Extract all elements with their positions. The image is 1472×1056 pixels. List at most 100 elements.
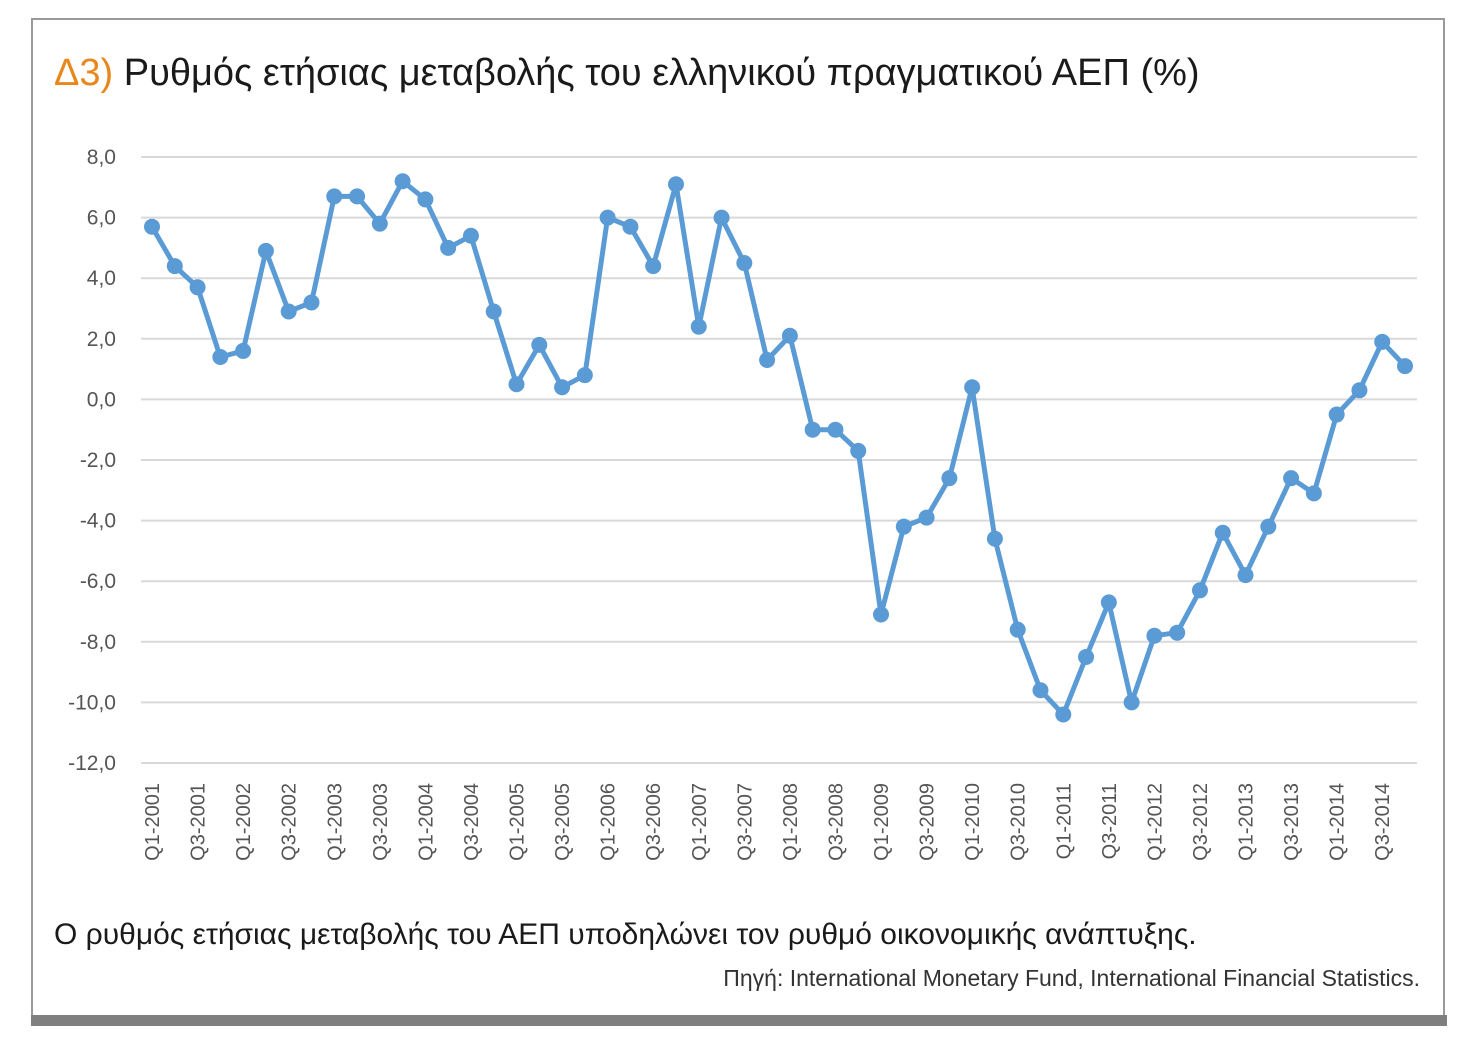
x-tick-label: Q1-2006 (598, 783, 620, 861)
data-point (212, 348, 229, 365)
x-tick-label: Q1-2012 (1144, 783, 1166, 861)
x-tick-label: Q3-2004 (461, 783, 483, 861)
y-tick-label: 4,0 (87, 267, 116, 290)
data-point (941, 470, 958, 487)
data-point (759, 352, 776, 369)
data-point (1191, 582, 1208, 599)
x-tick-label: Q3-2007 (734, 783, 756, 861)
chart-title: Δ3) Ρυθμός ετήσιας μεταβολής του ελληνικ… (54, 52, 1200, 95)
y-axis-ticks: 8,0 6,0 4,0 2,0 0,0 -2,0 -4,0 -6,0 -8,0 -10,0 -12,… (68, 146, 116, 775)
data-point (622, 218, 639, 235)
data-point (1214, 524, 1231, 541)
series-line (149, 178, 1407, 717)
y-tick-label: 2,0 (87, 328, 116, 351)
data-point (667, 176, 684, 193)
x-tick-label: Q1-2001 (142, 783, 164, 861)
x-tick-label: Q1-2010 (962, 783, 984, 861)
x-tick-label: Q1-2004 (415, 783, 437, 861)
data-point (462, 227, 479, 244)
data-point (235, 342, 252, 359)
y-tick-label: 6,0 (87, 207, 116, 230)
data-point (349, 188, 366, 205)
y-tick-label: 8,0 (87, 146, 116, 169)
x-tick-label: Q3-2003 (370, 783, 392, 861)
data-point (1260, 518, 1277, 535)
data-point (531, 336, 548, 353)
data-point (690, 318, 707, 335)
chart-caption: Ο ρυθμός ετήσιας μεταβολής του ΑΕΠ υποδη… (54, 918, 1197, 951)
x-tick-label: Q3-2001 (188, 783, 210, 861)
x-tick-label: Q3-2011 (1099, 783, 1121, 859)
data-point (895, 518, 912, 535)
bottom-bar (31, 1015, 1447, 1026)
data-point (485, 303, 502, 320)
x-tick-label: Q3-2006 (643, 783, 665, 861)
data-point (554, 379, 571, 396)
x-tick-label: Q3-2012 (1190, 783, 1212, 861)
data-point (599, 209, 616, 226)
data-point (850, 442, 867, 459)
data-point (394, 173, 411, 190)
chart-frame (31, 18, 1445, 1015)
data-point (166, 258, 183, 275)
data-points (144, 173, 1413, 723)
data-point (645, 258, 662, 275)
x-tick-label: Q3-2009 (917, 783, 939, 861)
data-point (508, 376, 525, 393)
x-tick-label: Q1-2007 (689, 783, 711, 861)
data-point (1351, 382, 1368, 399)
x-tick-label: Q3-2002 (279, 783, 301, 861)
x-tick-label: Q1-2014 (1327, 783, 1349, 861)
y-tick-label: -6,0 (80, 570, 116, 593)
data-point (1009, 621, 1026, 638)
data-point (1055, 706, 1072, 723)
data-point (986, 530, 1003, 547)
data-point (1283, 470, 1300, 487)
x-tick-label: Q1-2011 (1053, 783, 1075, 859)
x-tick-label: Q3-2013 (1281, 783, 1303, 861)
x-tick-label: Q1-2013 (1236, 783, 1258, 861)
data-point (804, 421, 821, 438)
y-tick-label: -4,0 (80, 510, 116, 533)
x-tick-label: Q1-2009 (871, 783, 893, 861)
title-text: Ρυθμός ετήσιας μεταβολής του ελληνικού π… (123, 52, 1200, 94)
data-point (417, 191, 434, 208)
data-point (873, 606, 890, 623)
data-point (1123, 694, 1140, 711)
source-note: Πηγή: International Monetary Fund, Inter… (723, 965, 1420, 991)
data-point (1078, 648, 1095, 665)
data-point (781, 327, 798, 344)
x-tick-label: Q1-2003 (324, 783, 346, 861)
data-point (1032, 682, 1049, 699)
data-point (440, 239, 457, 256)
data-point (1100, 594, 1117, 611)
data-point (144, 218, 160, 235)
x-tick-label: Q1-2002 (233, 783, 255, 861)
data-point (1305, 485, 1322, 502)
x-tick-label: Q3-2005 (552, 783, 574, 861)
x-axis-ticks: Q1-2001 Q3-2001 Q1-2002 Q3-2002 Q1-2003 Q3-20… (142, 783, 1394, 861)
data-point (1237, 567, 1254, 584)
y-tick-label: 0,0 (87, 388, 116, 411)
series-polyline (149, 178, 1407, 717)
data-point (189, 279, 206, 296)
data-point (371, 215, 388, 232)
data-point (827, 421, 844, 438)
data-point (280, 303, 297, 320)
data-point (1328, 406, 1345, 423)
data-point (964, 379, 981, 396)
figure-label: Δ3) (54, 52, 114, 94)
gridlines (141, 156, 1417, 764)
y-tick-label: -12,0 (68, 752, 116, 775)
data-point (303, 294, 320, 311)
data-point (1374, 333, 1391, 350)
data-point (736, 255, 753, 272)
data-point (576, 367, 593, 384)
x-tick-label: Q3-2008 (825, 783, 847, 861)
data-point (1169, 624, 1186, 641)
data-point (326, 188, 343, 205)
x-tick-label: Q1-2005 (507, 783, 529, 861)
x-tick-label: Q3-2010 (1008, 783, 1030, 861)
y-tick-label: -2,0 (80, 449, 116, 472)
